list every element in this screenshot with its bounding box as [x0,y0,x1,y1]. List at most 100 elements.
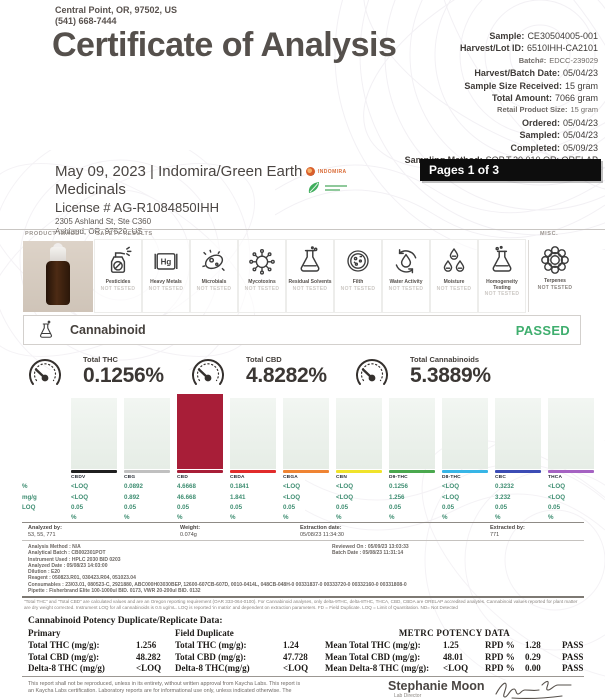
chart-column [230,398,276,473]
cannabinoid-name: CBDA [230,475,245,480]
cannabinoid-name: CBDV [71,475,86,480]
signature-icon [495,680,572,699]
safety-item-filth: Filth NOT TESTED [334,239,382,313]
percent-value: 4.6668 [177,483,196,490]
replicate-metrc-column: METRC POTENCY DATA Mean Total THC (mg/g)… [325,628,584,673]
metrc-row: Mean Total CBD (mg/g): 48.01 RPD % 0.29 … [325,651,584,662]
mgg-value: <LOQ [336,493,354,501]
loq-value: 0.05 [389,504,402,511]
mgg-value: <LOQ [548,493,566,501]
percent-value: <LOQ [442,483,460,490]
row-label-loq: LOQ [22,504,36,511]
gauge-icon [192,359,224,385]
product-image [23,241,93,312]
analysis-detail-line: Analyzed Date : 05/08/23 14:03:00 [28,563,108,570]
unit-value: % [442,513,448,521]
cannabinoid-name: D9-THC [389,475,408,480]
logos-block: INDOMIRA [306,167,376,200]
cannabinoid-name: CBG [124,475,136,480]
chart-disclaimer: "Total THC" and "Total CBD" are calculat… [24,599,578,610]
safety-item-water-activity: Water Activity NOT TESTED [382,239,430,313]
loq-value: 0.05 [495,504,508,511]
analysis-detail-line: Instrument Used : HPLC 2030 BID 0203 [28,556,121,563]
moisture-icon [443,248,465,272]
cannabinoid-status-passed: PASSED [515,322,570,338]
pass-result: PASS [562,640,584,650]
analysis-detail-line: Analytical Batch : CB002301POT [28,550,106,557]
divider-footer [22,676,584,677]
homogeneity-testing-icon [492,245,512,272]
divider-disclaimer [22,596,584,598]
leaf-icon [308,182,319,193]
loq-value: 0.05 [124,504,137,511]
pages-badge: Pages 1 of 3 [420,159,601,181]
terpenes-icon [541,246,569,274]
signature-block: Stephanie Moon Lab Director [388,679,485,699]
chart-column [389,398,435,473]
analyzed-by: Analyzed by: 53, 55, 771 [28,525,62,538]
safety-item-microbials: Microbials NOT TESTED [190,239,238,313]
loq-value: 0.05 [442,504,455,511]
sample-info-row: Sample: CE30504005-001 [489,31,598,41]
sample-info-row: Completed: 05/09/23 [510,142,598,153]
mgg-value: <LOQ [442,493,460,501]
chart-color-strip [230,469,276,473]
client-block: May 09, 2023 | Indomira/Green Earth Medi… [55,163,302,237]
gauge-icon [356,359,388,385]
chart-row-mgg: <LOQ 0.892 46.668 1.841 <LOQ <LOQ 1.256 <LOQ 3.2… [71,494,594,501]
analysis-detail-line: Reagent : 050823.R01, 030423.R04, 051023… [28,575,136,582]
unit-value: % [124,513,130,521]
replicate-title: Cannabinoid Potency Duplicate/Replicate … [28,616,223,626]
pesticides-icon [110,246,132,273]
divider-analysis-top [22,522,584,523]
chart-column [336,398,382,473]
replicate-row: Total THC (mg/g): 1.256 [28,640,157,650]
loq-value: 0.05 [230,504,243,511]
indomira-logo: INDOMIRA [306,167,376,176]
mycotoxins-icon [249,248,275,275]
cannabinoid-name: CBC [495,475,506,480]
chart-row-units: %%%%%%%%%% [71,514,594,521]
heavy-metals-icon: Hg [154,253,178,270]
bottle-cap [50,247,66,263]
analysis-details-left: Analysis Method : N/A Analytical Batch : … [28,544,121,570]
analysis-detail-line: Reviewed On : 05/09/23 13:03:33 [332,544,409,550]
replicate-table: Cannabinoid Potency Duplicate/Replicate … [28,616,584,673]
cannabinoid-name: CBD [177,475,188,480]
eco-logo-text-lines [325,184,347,193]
unit-value: % [548,513,554,521]
divider-header [0,229,605,230]
cannabinoid-section-title: Cannabinoid [70,323,146,337]
cannabinoid-bar-chart [71,394,594,473]
gauge-icon [29,359,61,385]
chart-color-strip [124,469,170,473]
safety-item-terpenes: Terpenes NOT TESTED [531,239,579,313]
analysis-detail-line: Analysis Method : N/A [28,544,81,550]
client-address2: Ashland, OR, 97520, US [55,227,143,236]
mgg-value: <LOQ [283,493,301,501]
pass-result: PASS [562,663,584,673]
safety-results-label: SAFETY RESULTS [96,231,153,237]
cannabinoid-flask-icon [40,320,52,338]
safety-results-row: Pesticides NOT TESTED Hg Heavy Metals NO… [94,239,526,313]
chart-color-strip [71,469,117,473]
extraction-date: Extraction date: 05/08/23 11:34:30 [300,525,344,538]
mgg-value: 46.668 [177,493,196,501]
metrc-row: Mean Total THC (mg/g): 1.25 RPD % 1.28 P… [325,640,584,650]
total-thc-value: 0.1256% [83,364,164,387]
gauge-total-cbd: Total CBD 4.8282% [188,353,327,395]
loq-value: 0.05 [71,504,84,511]
safety-item-homogeneity: Homogeneity Testing NOT TESTED [478,239,526,313]
cannabinoid-name: THCA [548,475,563,480]
loq-value: 0.05 [548,504,561,511]
replicate-row: Total THC (mg/g): 1.24 [175,640,299,650]
sample-info-row: Total Amount: 7066 gram [491,93,598,104]
cannabinoid-name: CBN [336,475,347,480]
client-address1: 2305 Ashland St, Ste C360 [55,217,152,226]
chart-row-loq: 0.05 0.05 0.05 0.05 0.05 0.05 0.05 0.05 0.05 0.05 [71,504,594,511]
sample-info-row: Harvest/Lot ID: 6510IHH-CA2101 [459,43,598,54]
unit-value: % [336,513,342,521]
mgg-value: 0.892 [124,493,140,501]
chart-color-strip [389,469,435,473]
percent-value: 0.3232 [495,483,514,490]
